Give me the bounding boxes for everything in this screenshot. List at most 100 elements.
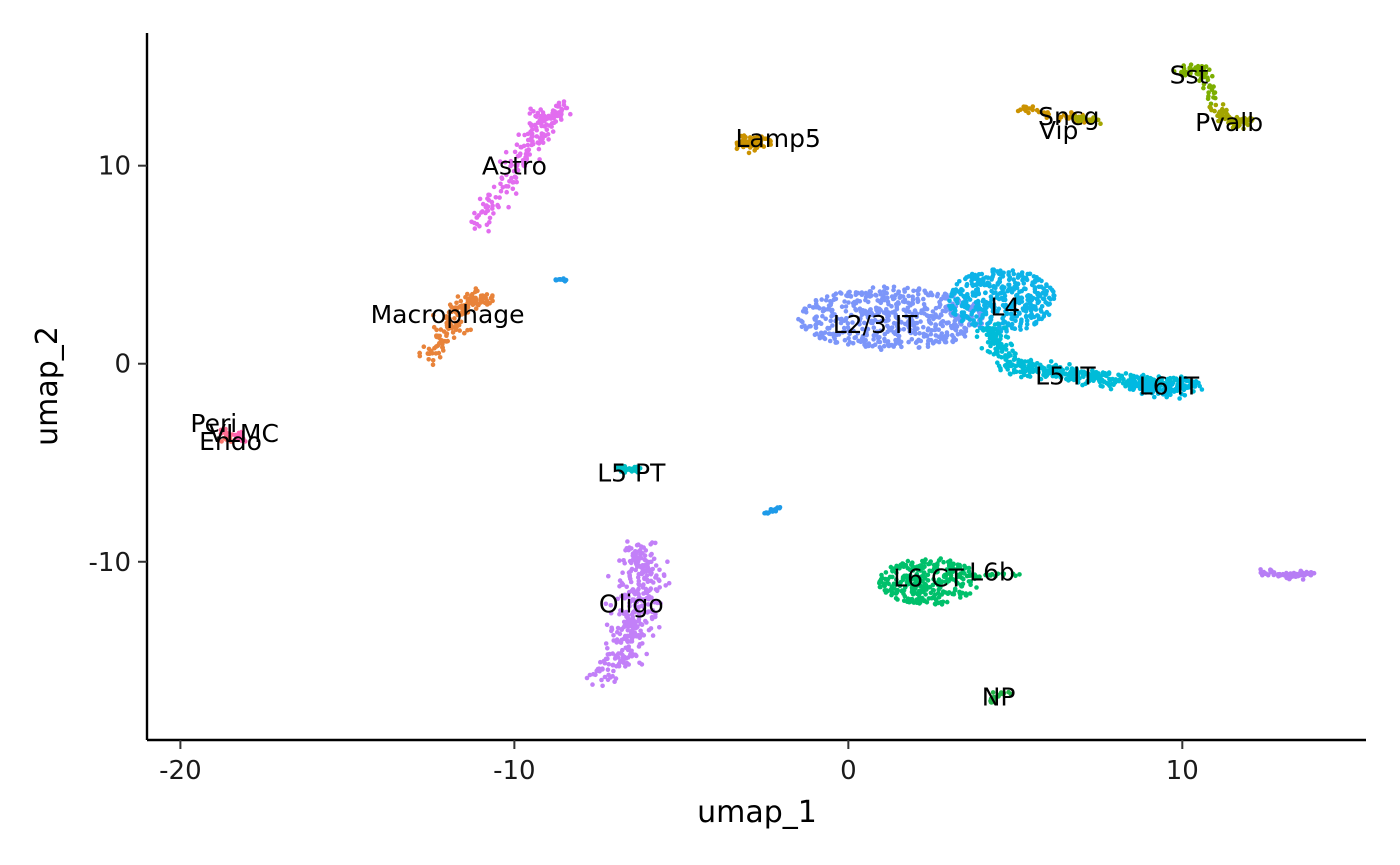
- x-tick-label: 0: [840, 756, 857, 786]
- data-point: [454, 300, 459, 306]
- data-point: [626, 547, 631, 553]
- data-point: [1002, 325, 1008, 330]
- data-point: [1048, 359, 1054, 364]
- data-point: [953, 308, 958, 313]
- data-point: [851, 328, 856, 334]
- data-point: [933, 580, 939, 585]
- data-point: [948, 563, 953, 569]
- data-point: [902, 321, 908, 327]
- data-point: [752, 138, 757, 144]
- data-point: [556, 103, 562, 109]
- data-point: [1091, 376, 1096, 382]
- data-point: [826, 331, 832, 337]
- data-point: [833, 318, 838, 324]
- data-point: [605, 656, 610, 662]
- data-point: [1100, 384, 1105, 389]
- data-point: [1139, 391, 1145, 397]
- data-point: [622, 592, 628, 598]
- data-point: [867, 289, 873, 294]
- data-point: [631, 597, 637, 602]
- data-point: [1075, 380, 1081, 385]
- data-point: [947, 298, 952, 304]
- cluster-points-lamp5: [734, 133, 773, 156]
- data-point: [993, 346, 998, 352]
- data-point: [962, 313, 967, 319]
- data-point: [1035, 369, 1040, 375]
- data-point: [944, 572, 949, 578]
- data-point: [1045, 302, 1051, 307]
- data-point: [218, 427, 224, 433]
- data-point: [818, 330, 824, 336]
- data-point: [885, 323, 890, 329]
- data-point: [529, 142, 534, 148]
- data-point: [1196, 68, 1201, 74]
- data-point: [890, 569, 895, 574]
- data-point: [969, 272, 974, 278]
- data-point: [1212, 90, 1218, 95]
- data-point: [1042, 291, 1047, 296]
- data-point: [1205, 77, 1211, 83]
- cluster-points-l5-pt: [613, 464, 643, 475]
- data-point: [446, 324, 452, 330]
- data-point: [983, 290, 988, 296]
- data-point: [491, 184, 497, 190]
- data-point: [1184, 378, 1189, 384]
- data-point: [813, 325, 819, 331]
- data-point: [473, 306, 479, 311]
- data-point: [617, 611, 622, 617]
- data-point: [1025, 373, 1031, 379]
- data-point: [441, 329, 447, 334]
- data-point: [465, 305, 471, 310]
- data-point: [473, 286, 479, 291]
- data-point: [1213, 102, 1219, 108]
- data-point: [602, 674, 608, 680]
- data-point: [506, 204, 511, 210]
- data-point: [1132, 379, 1137, 385]
- data-point: [549, 124, 554, 129]
- data-point: [917, 331, 922, 336]
- data-point: [842, 299, 847, 304]
- cluster-points-macrophage: [417, 286, 495, 368]
- data-point: [962, 303, 967, 309]
- data-point: [922, 288, 927, 294]
- data-point: [1003, 347, 1009, 352]
- data-point: [486, 228, 491, 234]
- data-point: [1036, 109, 1042, 115]
- data-point: [1017, 296, 1022, 302]
- data-point: [632, 464, 637, 470]
- data-point: [1199, 64, 1205, 69]
- data-point: [940, 323, 945, 329]
- data-point: [1182, 393, 1188, 398]
- data-point: [870, 285, 876, 290]
- data-point: [511, 179, 516, 185]
- data-point: [942, 590, 948, 595]
- data-point: [987, 300, 993, 306]
- data-point: [636, 609, 641, 615]
- data-point: [848, 293, 854, 299]
- data-point: [1022, 303, 1028, 308]
- data-point: [1019, 272, 1025, 278]
- data-point: [1024, 318, 1030, 324]
- x-tick-label: -20: [159, 756, 201, 786]
- data-point: [449, 309, 455, 315]
- data-point: [924, 600, 930, 605]
- data-point: [915, 567, 921, 573]
- data-point: [800, 319, 805, 325]
- data-point: [908, 302, 913, 308]
- data-point: [964, 593, 969, 598]
- data-point: [994, 337, 999, 343]
- data-point: [615, 625, 621, 631]
- data-point: [989, 340, 994, 345]
- data-point: [1054, 366, 1060, 372]
- cluster-points-unlabeled-19: [553, 276, 569, 284]
- data-point: [453, 327, 459, 333]
- data-point: [1053, 362, 1059, 368]
- data-point: [873, 305, 879, 311]
- data-point: [1006, 277, 1012, 283]
- x-axis-title: umap_1: [697, 795, 817, 830]
- data-point: [886, 581, 891, 587]
- data-point: [1020, 369, 1025, 375]
- data-point: [960, 300, 966, 305]
- data-point: [1018, 327, 1023, 332]
- data-point: [833, 291, 839, 297]
